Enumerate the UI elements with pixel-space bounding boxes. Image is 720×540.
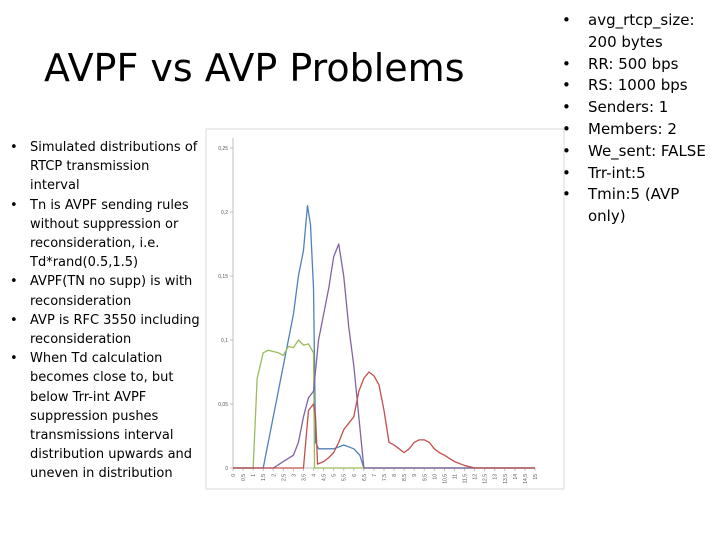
- x-tick-label: 3,5: [301, 474, 307, 481]
- x-tick-label: 6: [352, 474, 358, 477]
- y-tick-label: 0,05: [218, 402, 228, 408]
- series-line: [233, 339, 535, 469]
- right-bullet: We_sent: FALSE: [562, 141, 712, 163]
- x-tick-label: 4,5: [322, 474, 328, 481]
- x-tick-label: 10,5: [442, 474, 448, 484]
- y-tick-label: 0,2: [221, 210, 228, 216]
- y-tick-label: 0,1: [221, 338, 228, 344]
- x-tick-label: 12: [473, 474, 479, 480]
- left-bullet: Tn is AVPF sending rules without suppres…: [10, 196, 202, 273]
- right-bullet: avg_rtcp_size: 200 bytes: [562, 10, 712, 54]
- x-tick-label: 11,5: [463, 474, 469, 484]
- left-bullet-list: Simulated distributions of RTCP transmis…: [10, 138, 202, 484]
- left-bullet: AVP is RFC 3550 including reconsideratio…: [10, 311, 202, 349]
- x-tick-label: 8,5: [402, 474, 408, 481]
- x-tick-label: 0: [231, 474, 237, 477]
- x-tick-label: 11: [452, 474, 458, 479]
- right-bullet: Members: 2: [562, 119, 712, 141]
- right-bullet: Tmin:5 (AVP only): [562, 184, 712, 228]
- series-line: [233, 371, 535, 469]
- x-tick-label: 7: [372, 474, 378, 477]
- x-tick-label: 13: [493, 474, 499, 480]
- x-tick-label: 10: [432, 474, 438, 480]
- x-tick-label: 9: [412, 474, 418, 477]
- x-tick-label: 13,5: [503, 474, 509, 484]
- x-tick-label: 2: [271, 474, 277, 477]
- x-tick-label: 4: [312, 474, 318, 477]
- x-tick-label: 8: [392, 474, 398, 477]
- x-tick-label: 0,5: [241, 474, 247, 481]
- x-tick-label: 5,5: [342, 474, 348, 481]
- right-bullet: Trr-int:5: [562, 163, 712, 185]
- x-tick-label: 14,5: [523, 474, 529, 484]
- x-tick-label: 14: [513, 474, 519, 480]
- right-bullet: RS: 1000 bps: [562, 75, 712, 97]
- y-tick-label: 0: [225, 466, 228, 472]
- x-tick-label: 5: [332, 474, 338, 477]
- x-tick-label: 2,5: [281, 474, 287, 481]
- y-tick-label: 0,15: [218, 274, 228, 280]
- x-tick-label: 7,5: [382, 474, 388, 481]
- x-tick-label: 9,5: [422, 474, 428, 481]
- x-tick-label: 1: [251, 474, 257, 477]
- x-tick-label: 3: [291, 474, 297, 477]
- left-bullet: When Td calculation becomes close to, bu…: [10, 349, 202, 483]
- x-tick-label: 6,5: [362, 474, 368, 481]
- page-title: AVPF vs AVP Problems: [44, 46, 465, 90]
- interval-distribution-chart: 00,050,10,150,20,250 0,5 1 1,5 2 2,5 3 3,5 4 4,5 5…: [205, 128, 565, 490]
- y-tick-label: 0,25: [218, 146, 228, 152]
- series-line: [233, 204, 535, 469]
- x-tick-label: 15: [533, 474, 539, 480]
- right-bullet: RR: 500 bps: [562, 54, 712, 76]
- chart-frame: [205, 128, 565, 490]
- right-bullet-list: avg_rtcp_size: 200 bytes RR: 500 bps RS:…: [562, 10, 712, 228]
- left-bullet: Simulated distributions of RTCP transmis…: [10, 138, 202, 196]
- series-line: [233, 243, 535, 469]
- right-bullet: Senders: 1: [562, 97, 712, 119]
- left-bullet: AVPF(TN no supp) is with reconsideration: [10, 272, 202, 310]
- x-tick-label: 12,5: [483, 474, 489, 484]
- x-tick-label: 1,5: [261, 474, 267, 481]
